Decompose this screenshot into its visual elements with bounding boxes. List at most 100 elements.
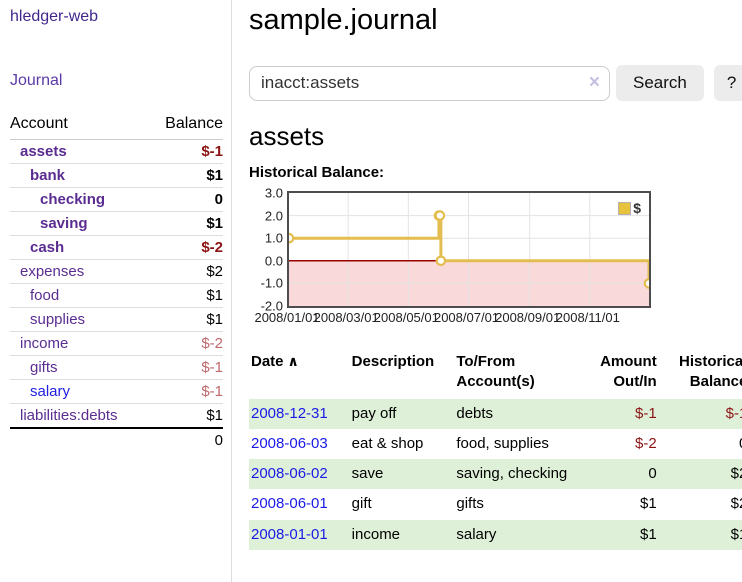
y-axis-tick: 1.0 (264, 230, 283, 246)
x-axis-tick: 2008/01/01 (254, 310, 320, 325)
account-balance: $2 (148, 259, 223, 284)
account-link-checking[interactable]: checking (40, 191, 106, 208)
search-input[interactable] (249, 65, 610, 101)
transaction-date-link[interactable]: 2008-06-01 (251, 495, 328, 513)
transaction-accounts: saving, checking (454, 459, 577, 490)
search-row: × Search ? (249, 65, 742, 101)
chart-canvas (289, 193, 649, 306)
x-axis-tick: 2008/09/01 (495, 310, 561, 325)
accounts-header-account: Account (10, 112, 149, 140)
transaction-amount: $1 (576, 519, 659, 550)
account-balance: $1 (148, 403, 223, 428)
chart-legend: $ (618, 200, 641, 216)
account-balance: $1 (148, 163, 223, 188)
account-link-supplies[interactable]: supplies (30, 311, 86, 328)
account-row: saving $1 (10, 211, 223, 236)
account-balance: $-2 (148, 331, 223, 356)
account-link-saving[interactable]: saving (40, 215, 88, 232)
transaction-description: save (349, 459, 455, 490)
transaction-balance: 0 (659, 429, 742, 459)
account-heading: assets (249, 121, 325, 151)
transaction-accounts: salary (454, 519, 577, 550)
account-row: supplies $1 (10, 307, 223, 332)
account-balance: $-1 (148, 355, 223, 380)
transaction-description: eat & shop (351, 434, 424, 452)
transaction-row: 2008-01-01 income salary $1 $1 (249, 519, 742, 550)
chart-label: Historical Balance: (249, 164, 385, 181)
transaction-accounts: gifts (456, 495, 484, 513)
account-row: assets $-1 (10, 140, 223, 164)
account-row: income $-2 (10, 331, 223, 356)
page-title: sample.journal (249, 4, 438, 36)
account-balance: $1 (148, 211, 223, 236)
x-axis: 2008/01/01 2008/03/01 2008/05/01 2008/07… (254, 310, 647, 328)
app-title-link[interactable]: hledger-web (10, 8, 99, 25)
account-balance: 0 (148, 187, 223, 212)
accounts-total-row: 0 (10, 427, 223, 452)
y-axis-tick: -1.0 (260, 275, 283, 291)
account-link-assets[interactable]: assets (20, 143, 67, 160)
sidebar: hledger-web Journal Account Balance asse… (0, 0, 232, 582)
transaction-row: 2008-06-03 eat & shop food, supplies $-2… (249, 429, 742, 459)
account-link-liabilities-debts[interactable]: liabilities:debts (20, 407, 118, 424)
transaction-accounts: food, supplies (456, 434, 549, 452)
account-row: food $1 (10, 283, 223, 308)
accounts-header-balance: Balance (148, 112, 223, 140)
account-link-expenses[interactable]: expenses (20, 263, 85, 280)
register-header-balance: Historical Balance (678, 353, 742, 391)
legend-label: $ (633, 200, 641, 216)
account-link-food[interactable]: food (30, 287, 60, 304)
account-balance: $-2 (148, 235, 223, 260)
account-row: liabilities:debts $1 (10, 403, 223, 428)
search-box: × (249, 65, 610, 101)
historical-balance-chart: 3.0 2.0 1.0 0.0 -1.0 -2.0 $ 2008/01/01 2… (254, 186, 651, 328)
transaction-balance: $2 (730, 495, 742, 513)
y-axis-tick: 0.0 (264, 253, 283, 269)
x-axis-tick: 2008/03/01 (313, 310, 379, 325)
transaction-row: 2008-12-31 pay off debts $-1 $-1 (249, 398, 742, 429)
transaction-description: income (349, 519, 455, 550)
account-row: cash $-2 (10, 235, 223, 260)
account-row: gifts $-1 (10, 355, 223, 380)
transaction-amount: $-2 (635, 434, 657, 452)
legend-swatch-icon (618, 201, 632, 215)
transaction-date-link[interactable]: 2008-12-31 (251, 404, 328, 422)
account-link-salary[interactable]: salary (30, 383, 71, 400)
accounts-table: Account Balance assets $-1 bank $1 check… (10, 112, 223, 452)
transaction-balance: $-1 (658, 398, 742, 429)
transaction-description: pay off (349, 398, 455, 429)
account-row: expenses $2 (10, 259, 223, 284)
transaction-amount: $1 (640, 495, 657, 513)
y-axis-tick: 2.0 (264, 208, 283, 224)
transaction-amount: 0 (576, 459, 659, 490)
transaction-balance: $2 (658, 459, 742, 490)
account-link-income[interactable]: income (20, 335, 69, 352)
transaction-date-link[interactable]: 2008-06-03 (251, 434, 328, 452)
account-link-cash[interactable]: cash (30, 239, 65, 256)
transaction-date-link[interactable]: 2008-01-01 (251, 525, 328, 543)
clear-search-icon[interactable]: × (588, 71, 600, 93)
transaction-row: 2008-06-01 gift gifts $1 $2 (249, 489, 742, 519)
account-balance: $1 (148, 283, 223, 308)
account-row: checking 0 (10, 187, 223, 212)
chart-plot-area: 3.0 2.0 1.0 0.0 -1.0 -2.0 $ (261, 186, 651, 314)
transaction-date-link[interactable]: 2008-06-02 (251, 465, 328, 482)
register-header-date[interactable]: Date ∧ (249, 350, 350, 399)
transaction-amount: $-1 (576, 398, 659, 429)
transaction-accounts: debts (454, 398, 577, 429)
account-balance: $-1 (148, 379, 223, 404)
search-button[interactable]: Search (616, 65, 704, 101)
account-link-bank[interactable]: bank (30, 167, 66, 184)
sidebar-item-journal[interactable]: Journal (10, 72, 63, 89)
main-content: sample.journal × Search ? assets Histori… (232, 0, 742, 582)
transaction-row: 2008-06-02 save saving, checking 0 $2 (249, 459, 742, 490)
account-row: salary $-1 (10, 379, 223, 404)
register-header-amount: Amount Out/In (600, 353, 657, 391)
account-link-gifts[interactable]: gifts (30, 359, 58, 376)
register-table: Date ∧ Description To/From Account(s) Amo… (249, 350, 742, 550)
register-header-accounts: To/From Account(s) (456, 353, 535, 391)
sort-ascending-icon: ∧ (287, 353, 299, 369)
help-button[interactable]: ? (713, 65, 742, 101)
account-balance: $-1 (201, 143, 223, 160)
